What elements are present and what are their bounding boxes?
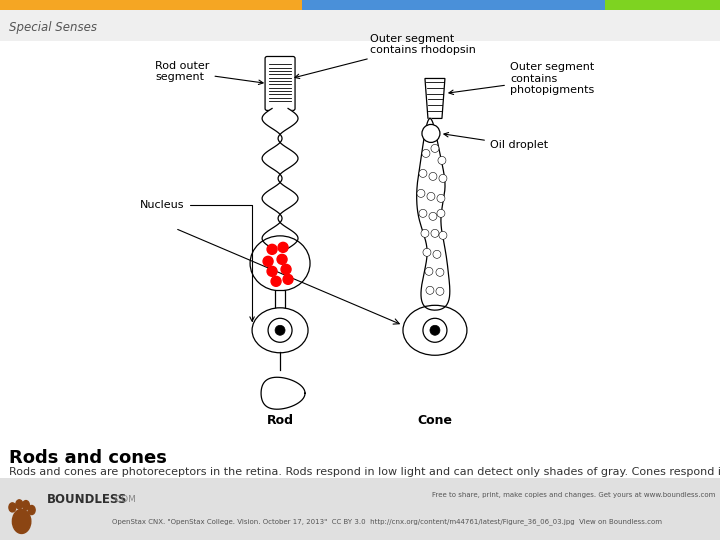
Circle shape [275, 325, 285, 335]
Text: Nucleus: Nucleus [140, 200, 254, 321]
Text: Free to share, print, make copies and changes. Get yours at www.boundless.com: Free to share, print, make copies and ch… [432, 492, 716, 498]
Circle shape [12, 509, 31, 534]
Text: Cone: Cone [418, 414, 452, 427]
Circle shape [433, 251, 441, 258]
Circle shape [436, 268, 444, 276]
Text: Rods and cones are photoreceptors in the retina. Rods respond in low light and c: Rods and cones are photoreceptors in the… [9, 467, 720, 489]
Text: Rod outer
segment: Rod outer segment [155, 61, 263, 84]
Circle shape [431, 144, 439, 152]
Circle shape [425, 267, 433, 275]
Circle shape [22, 501, 30, 510]
Text: Special Senses: Special Senses [9, 21, 97, 34]
Circle shape [268, 318, 292, 342]
Circle shape [278, 242, 288, 252]
FancyBboxPatch shape [265, 57, 295, 111]
Circle shape [277, 254, 287, 265]
Circle shape [281, 265, 291, 274]
Polygon shape [425, 78, 445, 118]
Text: OpenStax CNX. "OpenStax College. Vision. October 17, 2013"  CC BY 3.0  http://cn: OpenStax CNX. "OpenStax College. Vision.… [112, 518, 662, 525]
Circle shape [283, 274, 293, 285]
Circle shape [9, 503, 16, 512]
Polygon shape [417, 118, 450, 310]
Circle shape [437, 210, 445, 218]
Circle shape [423, 318, 447, 342]
Circle shape [431, 230, 439, 238]
Circle shape [417, 190, 425, 198]
Circle shape [429, 172, 437, 180]
Circle shape [16, 500, 23, 509]
Text: Outer segment
contains rhodopsin: Outer segment contains rhodopsin [295, 34, 476, 78]
Circle shape [436, 287, 444, 295]
Circle shape [271, 276, 281, 286]
Circle shape [430, 325, 440, 335]
Circle shape [422, 150, 430, 158]
Text: Rod: Rod [266, 414, 294, 427]
Circle shape [427, 192, 435, 200]
Circle shape [438, 157, 446, 164]
Circle shape [429, 212, 437, 220]
Text: BOUNDLESS: BOUNDLESS [47, 493, 127, 506]
Text: Rods and cones: Rods and cones [9, 449, 167, 467]
Circle shape [419, 210, 427, 218]
Ellipse shape [252, 308, 308, 353]
Text: Oil droplet: Oil droplet [444, 132, 548, 151]
Text: Outer segment
contains
photopigments: Outer segment contains photopigments [449, 62, 594, 96]
Circle shape [439, 174, 447, 183]
Circle shape [421, 230, 429, 238]
Bar [275, 291, 285, 308]
Circle shape [422, 124, 440, 143]
Circle shape [28, 505, 35, 515]
Circle shape [423, 248, 431, 256]
Polygon shape [261, 377, 305, 409]
Text: .COM: .COM [112, 495, 135, 504]
Circle shape [439, 231, 447, 239]
Circle shape [426, 286, 434, 294]
Circle shape [437, 194, 445, 202]
Ellipse shape [403, 305, 467, 355]
Circle shape [267, 244, 277, 254]
Circle shape [267, 266, 277, 276]
Ellipse shape [250, 236, 310, 291]
Circle shape [263, 256, 273, 266]
Circle shape [419, 170, 427, 178]
